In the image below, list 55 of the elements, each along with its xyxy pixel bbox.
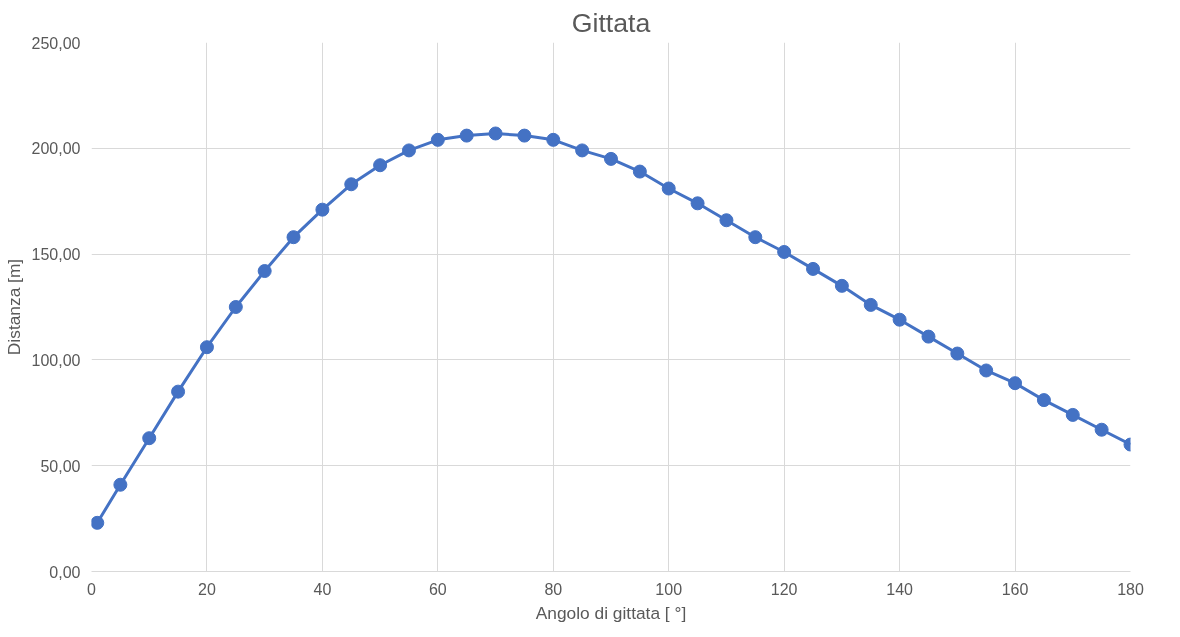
point bbox=[1094, 422, 1109, 437]
point bbox=[199, 340, 214, 355]
y-axis-title: Distanza [m] bbox=[3, 258, 24, 356]
point bbox=[91, 515, 105, 530]
point bbox=[546, 132, 561, 147]
point bbox=[806, 261, 821, 276]
point bbox=[142, 431, 157, 446]
x-axis-title: Angolo di gittata [ °] bbox=[535, 602, 687, 623]
point bbox=[719, 213, 734, 228]
point bbox=[228, 300, 243, 314]
y-tick-label: 100,00 bbox=[31, 351, 81, 369]
point bbox=[690, 196, 705, 211]
x-tick-label: 160 bbox=[1001, 580, 1029, 598]
point bbox=[748, 230, 763, 245]
x-tick-label: 180 bbox=[1117, 580, 1144, 598]
point bbox=[921, 329, 936, 344]
point bbox=[315, 202, 330, 217]
x-tick-label: 0 bbox=[87, 580, 97, 598]
x-tick-label: 100 bbox=[655, 580, 683, 598]
x-tick-label: 40 bbox=[313, 580, 332, 598]
point bbox=[171, 384, 186, 399]
y-tick-label: 150,00 bbox=[31, 246, 81, 264]
x-tick-label: 20 bbox=[198, 580, 216, 598]
y-tick-label: 250,00 bbox=[31, 34, 81, 52]
point bbox=[257, 264, 272, 279]
x-tick-label: 60 bbox=[428, 580, 447, 598]
point bbox=[517, 128, 532, 143]
y-tick-label: 50,00 bbox=[40, 457, 81, 475]
y-tick-label: 200,00 bbox=[31, 140, 81, 158]
point bbox=[777, 245, 792, 259]
point bbox=[863, 297, 878, 312]
x-tick-label: 120 bbox=[770, 580, 798, 598]
point bbox=[950, 346, 965, 361]
y-tick-label: 0,00 bbox=[49, 563, 81, 581]
point bbox=[430, 132, 445, 147]
x-tick-label: 140 bbox=[886, 580, 914, 598]
point bbox=[575, 143, 590, 158]
point bbox=[1036, 393, 1051, 408]
point bbox=[834, 278, 849, 293]
point bbox=[604, 151, 618, 166]
point bbox=[1008, 376, 1023, 391]
point bbox=[632, 164, 647, 179]
point bbox=[488, 126, 503, 141]
point bbox=[113, 477, 128, 492]
point bbox=[373, 158, 388, 173]
point bbox=[892, 312, 907, 327]
point bbox=[661, 181, 676, 196]
point bbox=[286, 230, 301, 245]
point bbox=[344, 177, 359, 192]
point bbox=[459, 128, 474, 143]
point bbox=[401, 143, 416, 158]
x-tick-label: 80 bbox=[544, 580, 563, 598]
chart-title: Gittata bbox=[571, 7, 651, 38]
point bbox=[979, 363, 994, 378]
point bbox=[1065, 407, 1080, 422]
